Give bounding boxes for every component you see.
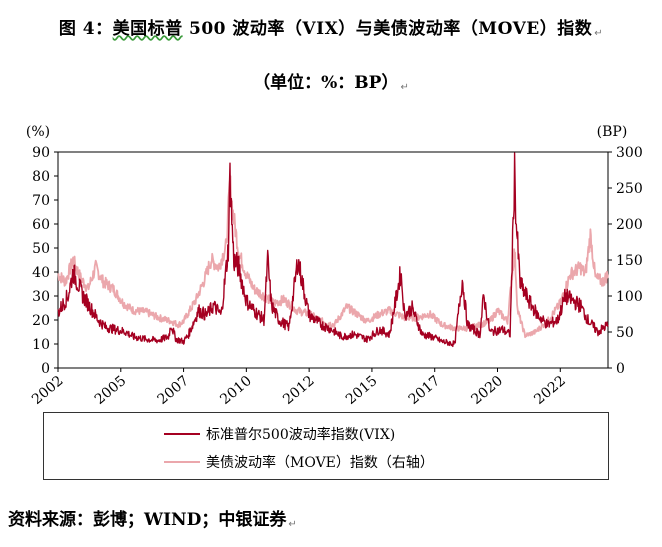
paragraph-mark-icon: ↵ bbox=[400, 82, 409, 93]
left-axis-unit: (%) bbox=[26, 124, 50, 140]
title-rest: 500 波动率（VIX）与美债波动率（MOVE）指数 bbox=[182, 19, 593, 39]
right-tick-label: 250 bbox=[616, 181, 643, 197]
legend-label-vix: 标准普尔500波动率指数(VIX) bbox=[206, 427, 396, 443]
left-tick-label: 0 bbox=[41, 361, 50, 377]
x-tick-label: 2017 bbox=[406, 373, 444, 408]
x-tick-label: 2002 bbox=[29, 373, 67, 408]
series-line-vix bbox=[57, 152, 609, 348]
x-tick-label: 2010 bbox=[217, 373, 255, 408]
source-text: 资料来源：彭博；WIND；中银证券 bbox=[8, 510, 287, 530]
left-tick-label: 20 bbox=[32, 313, 50, 329]
left-tick-label: 40 bbox=[32, 265, 50, 281]
x-tick-label: 2015 bbox=[343, 373, 381, 408]
legend-swatch-move bbox=[164, 460, 200, 464]
left-tick-label: 70 bbox=[32, 193, 50, 209]
paragraph-mark-icon: ↵ bbox=[288, 519, 297, 530]
series-layer bbox=[57, 152, 609, 348]
x-tick-label: 2022 bbox=[531, 373, 569, 408]
left-tick-label: 50 bbox=[32, 241, 50, 257]
series-line-move bbox=[57, 175, 609, 339]
right-axis-unit: (BP) bbox=[597, 124, 628, 140]
right-tick-label: 150 bbox=[616, 253, 643, 269]
chart-title: 图 4：美国标普 500 波动率（VIX）与美债波动率（MOVE）指数 ↵ bbox=[0, 14, 662, 39]
legend-swatch-vix bbox=[164, 432, 200, 436]
legend: 标准普尔500波动率指数(VIX) 美债波动率（MOVE）指数（右轴） bbox=[43, 412, 609, 480]
legend-item-vix: 标准普尔500波动率指数(VIX) bbox=[164, 423, 395, 445]
right-tick-label: 50 bbox=[616, 325, 634, 341]
left-tick-label: 10 bbox=[32, 337, 50, 353]
chart-subtitle: （单位：%：BP） ↵ bbox=[0, 68, 662, 93]
x-tick-label: 2007 bbox=[155, 373, 193, 408]
source-note: 资料来源：彭博；WIND；中银证券 ↵ bbox=[8, 505, 297, 530]
subtitle-text: （单位：%：BP） bbox=[253, 73, 399, 93]
axis-layer: 0 10 20 30 40 50 60 70 80 90 (%) 0 50 100 150 200 250 300… bbox=[26, 124, 643, 408]
right-tick-label: 200 bbox=[616, 217, 643, 233]
x-tick-label: 2012 bbox=[280, 373, 318, 408]
paragraph-mark-icon: ↵ bbox=[594, 28, 604, 39]
title-underlined: 美国标普 bbox=[112, 19, 183, 39]
right-tick-label: 300 bbox=[616, 145, 643, 161]
right-tick-label: 100 bbox=[616, 289, 643, 305]
left-tick-label: 60 bbox=[32, 217, 50, 233]
right-tick-label: 0 bbox=[616, 361, 625, 377]
title-prefix: 图 4： bbox=[58, 19, 113, 39]
x-tick-label: 2020 bbox=[468, 373, 506, 408]
left-tick-label: 90 bbox=[32, 145, 50, 161]
legend-label-move: 美债波动率（MOVE）指数（右轴） bbox=[206, 455, 434, 471]
left-tick-label: 30 bbox=[32, 289, 50, 305]
left-tick-label: 80 bbox=[32, 169, 50, 185]
legend-item-move: 美债波动率（MOVE）指数（右轴） bbox=[164, 451, 434, 473]
x-tick-label: 2005 bbox=[92, 373, 130, 408]
